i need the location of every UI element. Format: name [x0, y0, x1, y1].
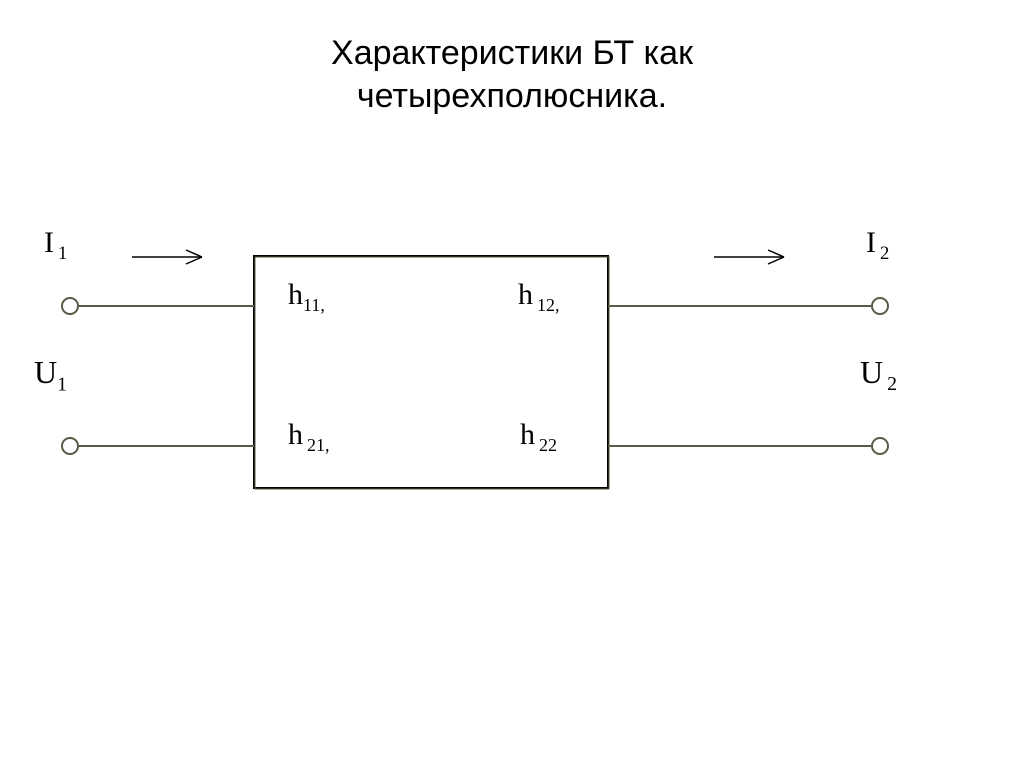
- label-h12-main: h: [518, 278, 533, 311]
- label-h21-sub: 21,: [307, 435, 330, 455]
- label-h12-sub: 12,: [537, 295, 560, 315]
- label-h21: h21,: [288, 418, 330, 456]
- terminal-top-right: [872, 298, 888, 314]
- terminal-bot-right: [872, 438, 888, 454]
- label-h11: h11,: [288, 278, 325, 316]
- label-i2-sub: 2: [880, 243, 889, 264]
- label-i2-main: I: [866, 226, 876, 259]
- title-line1: Характеристики БТ как: [331, 34, 693, 72]
- label-h11-sub: 11,: [303, 295, 325, 315]
- label-i2: I2: [866, 226, 889, 265]
- label-i1-main: I: [44, 226, 54, 259]
- label-h21-main: h: [288, 418, 303, 451]
- two-port-diagram: I1 U1 I2 U2 h11, h12, h21, h22: [34, 226, 924, 521]
- page-title: Характеристики БТ как четырехполюсника.: [0, 32, 1024, 117]
- label-h22: h22: [520, 418, 557, 456]
- arrow-i1: [132, 250, 202, 264]
- label-u1-sub: 1: [57, 373, 67, 395]
- label-u1-main: U: [34, 354, 57, 390]
- label-h22-sub: 22: [539, 435, 557, 455]
- label-u1: U1: [34, 354, 67, 396]
- label-h12: h12,: [518, 278, 560, 316]
- label-u2: U2: [860, 354, 897, 396]
- diagram-svg: [34, 226, 924, 516]
- label-i1: I1: [44, 226, 67, 265]
- title-line2: четырехполюсника.: [357, 77, 667, 115]
- label-u2-main: U: [860, 354, 883, 390]
- terminal-bot-left: [62, 438, 78, 454]
- arrow-i2: [714, 250, 784, 264]
- label-i1-sub: 1: [58, 243, 67, 264]
- terminal-top-left: [62, 298, 78, 314]
- label-h22-main: h: [520, 418, 535, 451]
- label-u2-sub: 2: [887, 373, 897, 395]
- label-h11-main: h: [288, 278, 303, 311]
